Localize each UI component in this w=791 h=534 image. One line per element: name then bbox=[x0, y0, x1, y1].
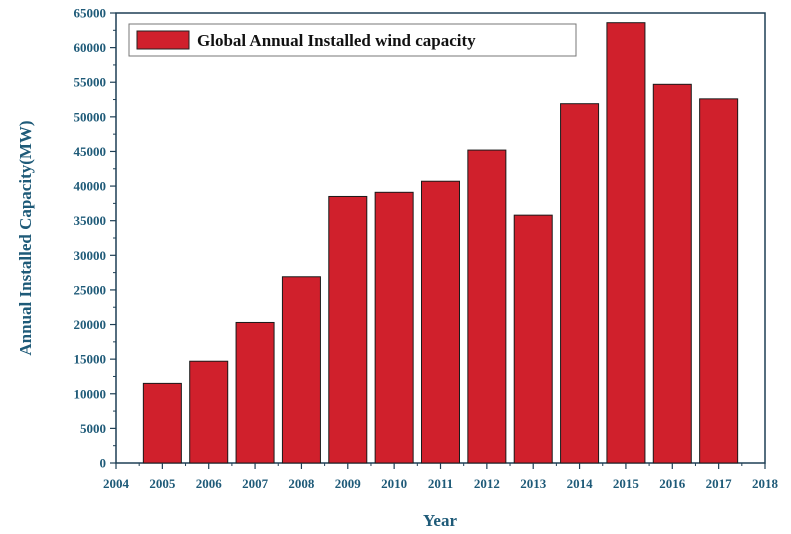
x-tick-label: 2018 bbox=[752, 476, 779, 491]
x-tick-label: 2005 bbox=[149, 476, 176, 491]
y-tick-label: 65000 bbox=[74, 6, 107, 21]
bar-2015 bbox=[606, 22, 646, 464]
x-tick-label: 2012 bbox=[474, 476, 500, 491]
bar-2010 bbox=[374, 191, 414, 464]
bar-2013 bbox=[513, 214, 553, 464]
y-tick-label: 10000 bbox=[74, 386, 107, 401]
y-tick-label: 60000 bbox=[74, 40, 107, 55]
x-tick-label: 2007 bbox=[242, 476, 269, 491]
bar-2014 bbox=[560, 103, 600, 464]
y-tick-label: 50000 bbox=[74, 109, 107, 124]
x-tick-label: 2015 bbox=[613, 476, 640, 491]
x-tick-label: 2017 bbox=[706, 476, 733, 491]
y-tick-label: 45000 bbox=[74, 144, 107, 159]
bar-2007 bbox=[235, 321, 275, 464]
y-tick-label: 35000 bbox=[74, 213, 107, 228]
x-tick-label: 2008 bbox=[288, 476, 315, 491]
y-tick-label: 5000 bbox=[80, 421, 106, 436]
x-tick-label: 2009 bbox=[335, 476, 362, 491]
bar-2012 bbox=[467, 149, 507, 464]
x-tick-label: 2004 bbox=[103, 476, 130, 491]
y-tick-label: 40000 bbox=[74, 179, 107, 194]
bar-2017 bbox=[699, 98, 739, 464]
bar-2009 bbox=[328, 195, 368, 464]
y-tick-label: 15000 bbox=[74, 352, 107, 367]
x-tick-label: 2010 bbox=[381, 476, 407, 491]
x-tick-label: 2006 bbox=[196, 476, 223, 491]
x-ticks-group: 2004 2005 2006 2007 2008 2009 2010 2011 2012 2013… bbox=[103, 463, 779, 491]
x-tick-label: 2016 bbox=[659, 476, 686, 491]
bar-2008 bbox=[281, 276, 321, 464]
y-axis-title: Annual Installed Capacity(MW) bbox=[16, 120, 35, 355]
legend-box bbox=[128, 23, 577, 57]
y-ticks-group: 0 5000 10000 15000 20000 25000 30000 35000 40000… bbox=[74, 6, 116, 471]
bar-2005 bbox=[142, 382, 182, 464]
legend-swatch bbox=[136, 30, 190, 50]
y-tick-label: 20000 bbox=[74, 317, 107, 332]
legend: Global Annual Installed wind capacity bbox=[128, 23, 577, 57]
legend-label: Global Annual Installed wind capacity bbox=[197, 31, 476, 50]
x-axis-title: Year bbox=[423, 511, 457, 530]
x-tick-label: 2013 bbox=[520, 476, 547, 491]
bar-2011 bbox=[420, 180, 461, 464]
y-tick-label: 0 bbox=[100, 456, 107, 471]
x-tick-label: 2014 bbox=[567, 476, 594, 491]
y-tick-label: 55000 bbox=[74, 75, 107, 90]
y-tick-label: 25000 bbox=[74, 282, 107, 297]
bar-2016 bbox=[652, 83, 692, 464]
x-tick-label: 2011 bbox=[428, 476, 453, 491]
y-tick-label: 30000 bbox=[74, 248, 107, 263]
bars-group bbox=[142, 22, 739, 464]
bar-2006 bbox=[189, 360, 229, 464]
